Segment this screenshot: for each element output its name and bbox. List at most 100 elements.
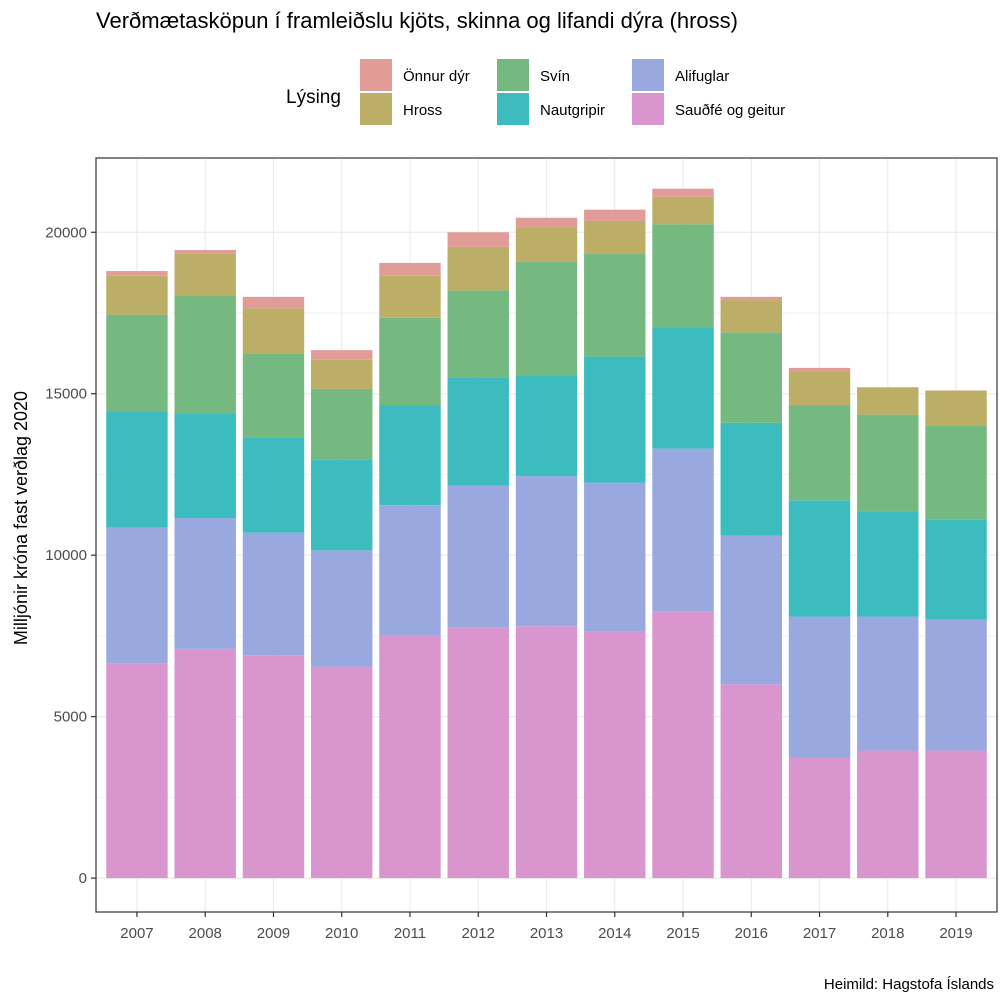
x-tick-label: 2010 [325,925,358,942]
legend-key [497,93,529,125]
bar-segment [311,550,373,667]
bar-segment [311,388,373,460]
y-tick-label: 15000 [45,386,87,403]
bar-segment [447,246,509,291]
bar-segment [925,619,987,751]
x-tick-label: 2011 [394,925,426,942]
bar-segment [379,275,441,318]
x-tick-label: 2008 [189,925,222,942]
bar-segment [925,750,987,879]
bar-segment [925,390,987,427]
y-axis: 0 5000 10000 15000 20000 [45,224,96,887]
legend-label: Alifuglar [675,68,729,85]
bar-segment [106,271,168,276]
bar-segment [584,220,646,254]
bar-segment [584,253,646,357]
bar-segment [925,519,987,620]
bar-segment [857,511,919,617]
bar-segment [311,459,373,551]
x-axis: 2007 2008 2009 2010 2011 2012 2013 2014 2015 2016… [120,912,973,942]
bar-segment [447,290,509,378]
bar-segment [925,426,987,520]
bar-segment [720,300,782,333]
bar-segment [174,648,236,879]
bar-segment [447,627,509,879]
y-tick-label: 10000 [45,547,87,564]
bar-segment [720,332,782,423]
bar-segment [857,616,919,751]
bar-segment [584,209,646,221]
bar-segment [584,482,646,632]
bar-segment [515,217,578,228]
bar-segment [515,476,578,627]
bar-segment [515,375,578,477]
bar-segment [174,253,236,296]
bar-segment [242,296,305,309]
bar-segment [584,356,646,483]
bar-segment [857,387,919,415]
x-tick-label: 2015 [666,925,699,942]
x-tick-label: 2019 [939,925,972,942]
legend-key [360,59,392,91]
bar-segment [174,518,236,649]
bar-segment [788,367,851,372]
bar-segment [379,262,441,276]
x-tick-label: 2018 [871,925,904,942]
bar-segment [788,371,851,406]
bar-segment [857,414,919,512]
bar-segment [788,500,851,617]
bar-segment [106,275,168,315]
legend: Lýsing Önnur dýr Hross Svín Nautgripir Alifug… [286,59,785,125]
bar-segment [174,295,236,414]
x-tick-label: 2007 [120,925,153,942]
x-tick-label: 2013 [530,925,563,942]
bar-segment [379,635,441,879]
bar-segment [857,750,919,879]
bar-segment [311,350,373,360]
bar-segment [720,296,782,301]
bar-segment [652,448,714,612]
x-tick-label: 2009 [257,925,290,942]
bar-segment [174,413,236,519]
bar-segment [788,757,851,879]
x-tick-label: 2017 [803,925,836,942]
bar-segment [652,188,714,197]
source-note: Heimild: Hagstofa Íslands [823,976,994,993]
bar-segment [106,663,168,879]
x-tick-label: 2014 [598,925,631,942]
legend-key [497,59,529,91]
bar-segment [720,422,782,536]
bar-segment [242,353,305,438]
legend-label: Sauðfé og geitur [675,102,785,119]
bar-segment [447,232,509,247]
bar-segment [379,317,441,406]
bar-segment [720,684,782,879]
bar-segment [242,655,305,879]
legend-label: Nautgripir [540,102,605,119]
legend-key [632,59,664,91]
bar-segment [447,377,509,486]
bar-segment [379,405,441,506]
bar-segment [652,196,714,225]
bar-segment [311,666,373,879]
bar-segment [379,505,441,636]
bar-segment [720,535,782,685]
legend-key [632,93,664,125]
plot-panel [95,157,998,913]
bar-segment [584,631,646,879]
x-tick-label: 2012 [462,925,495,942]
bar-segment [242,532,305,656]
bar-segment [515,626,578,879]
legend-title: Lýsing [286,87,341,108]
legend-label: Svín [540,68,570,85]
bar-segment [174,250,236,254]
bar-segment [106,411,168,528]
bar-segment [788,405,851,501]
legend-label: Hross [403,102,442,119]
bar-segment [447,485,509,628]
bar-segment [515,227,578,262]
bar-segment [242,308,305,354]
bar-segment [652,327,714,449]
y-tick-label: 20000 [45,224,87,241]
